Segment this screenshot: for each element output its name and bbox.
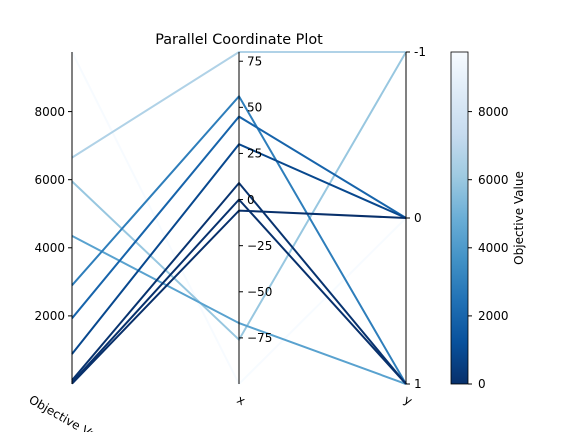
colorbar-tick-label: 4000 — [478, 241, 509, 255]
chart-title: Parallel Coordinate Plot — [155, 32, 323, 48]
axis-name-x: x — [235, 392, 248, 408]
tick-label: −75 — [247, 331, 272, 345]
tick-label: −50 — [247, 285, 272, 299]
axis-name-objective: Objective Value — [27, 392, 115, 432]
tick-label: 6000 — [34, 173, 65, 187]
colorbar-ticks: 0 2000 4000 6000 8000 — [468, 105, 509, 391]
colorbar-tick-label: 6000 — [478, 173, 509, 187]
axis-objective-ticks: 2000 4000 6000 8000 — [34, 105, 72, 323]
axis-name-y: y — [402, 392, 415, 408]
tick-label: 8000 — [34, 105, 65, 119]
tick-label: 4000 — [34, 241, 65, 255]
colorbar-gradient — [450, 51, 469, 385]
tick-label: 75 — [247, 54, 262, 68]
axis-y-ticks: -1 0 1 — [406, 45, 426, 391]
axis-objective: 2000 4000 6000 8000 — [34, 52, 73, 384]
colorbar-tick-label: 8000 — [478, 105, 509, 119]
colorbar-label: Objective Value — [512, 171, 526, 265]
axis-x: 75 50 25 0 −25 −50 −75 — [238, 52, 272, 384]
tick-label: 1 — [414, 377, 422, 391]
tick-label: 50 — [247, 101, 262, 115]
tick-label: 0 — [414, 211, 422, 225]
tick-label: −25 — [247, 239, 272, 253]
tick-label: -1 — [414, 45, 426, 59]
colorbar-tick-label: 0 — [478, 377, 486, 391]
colorbar: 0 2000 4000 6000 8000 Objective Value — [450, 51, 526, 391]
axis-y: -1 0 1 — [405, 45, 426, 391]
tick-label: 0 — [247, 193, 255, 207]
tick-label: 25 — [247, 147, 262, 161]
axis-x-ticks: 75 50 25 0 −25 −50 −75 — [239, 54, 272, 345]
tick-label: 2000 — [34, 309, 65, 323]
colorbar-tick-label: 2000 — [478, 309, 509, 323]
